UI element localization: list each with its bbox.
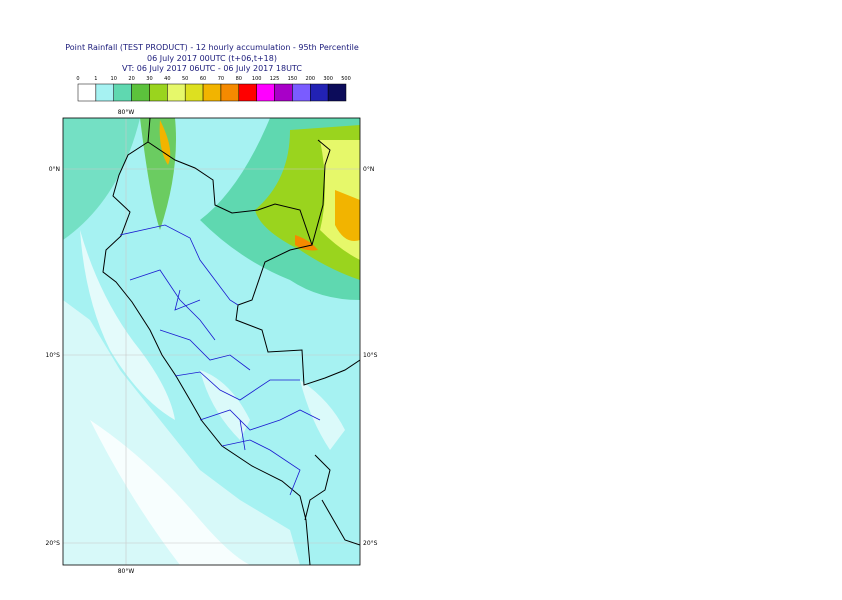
map-area — [63, 118, 360, 565]
legend-label: 500 — [341, 76, 351, 82]
legend-swatch — [274, 83, 293, 102]
color-legend: 0 1 10 20 30 40 50 60 70 80 100 125 150 200 300 500 — [76, 76, 351, 102]
title-line: VT: 06 July 2017 06UTC - 06 July 2017 18… — [122, 64, 302, 73]
title-line: 06 July 2017 00UTC (t+06,t+18) — [147, 54, 277, 63]
map-axis-labels: 80°W 80°W 0°N 0°N 10°S 10°S 20°S 20°S — [46, 109, 378, 575]
legend-swatch — [149, 83, 168, 102]
legend-label: 0 — [76, 76, 79, 82]
legend-swatch — [256, 83, 275, 102]
legend-swatch — [184, 83, 204, 102]
legend-label: 1 — [94, 76, 97, 82]
legend-swatch — [327, 83, 347, 102]
latitude-label: 0°N — [363, 166, 374, 173]
legend-label: 50 — [182, 76, 188, 82]
latitude-label: 20°S — [363, 540, 378, 547]
legend-swatch — [202, 83, 222, 102]
legend-label: 70 — [218, 76, 224, 82]
latitude-label: 10°S — [363, 352, 378, 359]
legend-swatch — [292, 83, 311, 102]
legend-label: 300 — [323, 76, 333, 82]
legend-swatch — [310, 83, 329, 102]
legend-swatch — [220, 83, 240, 102]
legend-label: 125 — [270, 76, 280, 82]
longitude-label: 80°W — [118, 568, 135, 575]
legend-swatch — [113, 83, 132, 102]
legend-swatch — [167, 83, 186, 102]
graticule — [63, 118, 360, 565]
legend-label: 150 — [288, 76, 298, 82]
legend-label: 60 — [200, 76, 206, 82]
legend-swatch — [131, 83, 150, 102]
legend-swatch — [95, 83, 114, 102]
legend-label: 80 — [236, 76, 242, 82]
legend-label: 200 — [305, 76, 315, 82]
legend-label: 40 — [164, 76, 170, 82]
latitude-label: 20°S — [46, 540, 61, 547]
legend-swatch — [77, 83, 97, 102]
latitude-label: 0°N — [49, 166, 60, 173]
longitude-label: 80°W — [118, 109, 135, 116]
legend-label: 30 — [146, 76, 152, 82]
legend-label: 10 — [111, 76, 117, 82]
title-line: Point Rainfall (TEST PRODUCT) - 12 hourl… — [65, 43, 359, 52]
legend-label: 100 — [252, 76, 262, 82]
latitude-label: 10°S — [46, 352, 61, 359]
legend-swatch — [238, 83, 257, 102]
map-frame — [62, 117, 361, 566]
legend-label: 20 — [128, 76, 134, 82]
